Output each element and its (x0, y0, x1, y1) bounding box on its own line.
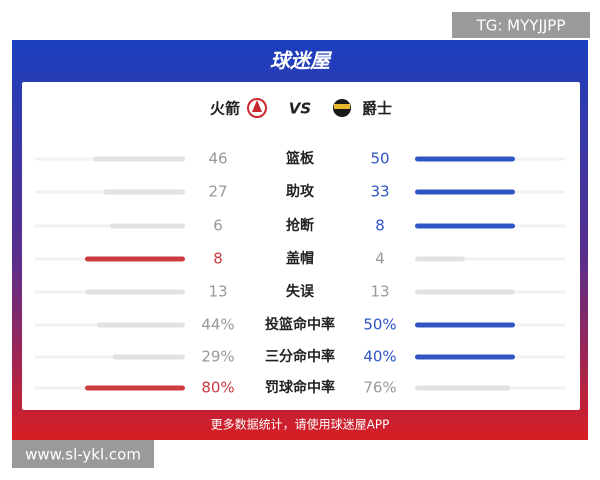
home-logo-mark (252, 100, 262, 112)
home-bar (97, 322, 185, 328)
home-value: 8 (213, 250, 223, 268)
home-bar (85, 256, 185, 262)
home-bar (110, 223, 185, 229)
stat-name: 篮板 (285, 150, 315, 167)
vs: VS (289, 100, 311, 118)
stat-name: 助攻 (286, 183, 315, 200)
home-value: 13 (208, 283, 227, 301)
home-bar (93, 156, 185, 162)
home-bar (112, 354, 185, 360)
away-bar (415, 385, 510, 391)
stat-name: 失误 (286, 283, 315, 300)
away-value: 13 (370, 283, 389, 301)
footer: 更多数据统计，请使用球迷屋APP (211, 417, 390, 432)
away-value: 50% (363, 316, 396, 334)
away-bar (415, 354, 515, 360)
away-bar (415, 189, 515, 195)
home-value: 29% (201, 348, 234, 366)
stat-name: 三分命中率 (265, 348, 335, 365)
site-bg (12, 440, 154, 468)
away-bar (415, 256, 465, 262)
away-value: 76% (363, 379, 396, 397)
home-value: 44% (201, 316, 234, 334)
away-value: 33 (370, 183, 389, 201)
away-value: 50 (370, 150, 389, 168)
away-logo-mark (334, 104, 350, 109)
home-team: 火箭 (210, 100, 240, 118)
home-value: 27 (208, 183, 227, 201)
home-bar (103, 189, 185, 195)
stat-name: 罚球命中率 (265, 379, 335, 396)
site: www.sl-ykl.com (25, 446, 141, 464)
home-bar (85, 385, 185, 391)
brand: 球迷屋 (270, 49, 333, 73)
away-team: 爵士 (362, 100, 392, 118)
away-bar (415, 223, 515, 229)
away-value: 4 (375, 250, 385, 268)
watermark-bg (452, 12, 590, 38)
home-bar (85, 289, 185, 295)
stat-name: 投篮命中率 (265, 316, 335, 333)
away-bar (415, 289, 515, 295)
away-value: 8 (375, 217, 385, 235)
away-bar (415, 322, 515, 328)
away-value: 40% (363, 348, 396, 366)
panel (22, 82, 580, 410)
stat-name: 盖帽 (286, 250, 314, 267)
home-value: 80% (201, 379, 234, 397)
home-logo (247, 98, 267, 118)
away-bar (415, 156, 515, 162)
home-value: 6 (213, 217, 223, 235)
stat-name: 抢断 (286, 217, 314, 234)
watermark: TG: MYYJJPP (476, 17, 566, 35)
home-value: 46 (208, 150, 227, 168)
